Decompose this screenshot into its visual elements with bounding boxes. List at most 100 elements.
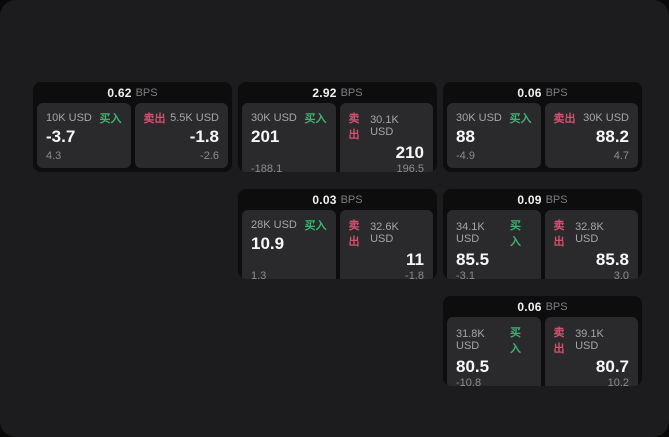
bps-unit-label: BPS [545, 300, 568, 313]
bps-value: 0.62 [107, 85, 132, 100]
buy-quote-tile[interactable]: 30K USD 买入 201 -188.1 [242, 103, 336, 172]
sell-tag: 卖出 [348, 220, 360, 248]
sell-quote-tile[interactable]: 卖出 5.5K USD -1.8 -2.6 [134, 103, 228, 168]
buy-quote-tile[interactable]: 10K USD 买入 -3.7 4.3 [37, 103, 131, 168]
buy-price: 80.5 [456, 357, 490, 376]
quote-card: 0.62 BPS 10K USD 买入 -3.7 4.3 卖出 5.5K USD [33, 82, 232, 172]
sell-tag: 卖出 [553, 327, 565, 355]
sell-tag: 卖出 [143, 113, 166, 125]
bps-header: 0.62 BPS [33, 82, 232, 103]
buy-top-row: 34.1K USD 买入 [456, 217, 532, 249]
bps-unit-label: BPS [545, 86, 568, 99]
buy-delta: -188.1 [251, 162, 283, 172]
sell-top-row: 卖出 32.6K USD [349, 217, 425, 249]
buy-top-row: 31.8K USD 买入 [456, 324, 532, 356]
buy-amount: 31.8K USD [456, 328, 485, 352]
bps-unit-label: BPS [340, 193, 363, 206]
buy-tag: 买入 [304, 113, 327, 125]
bps-header: 0.09 BPS [443, 189, 642, 210]
quote-body: 34.1K USD 买入 85.5 -3.1 卖出 32.8K USD 85.8… [443, 210, 642, 279]
buy-tag: 买入 [509, 327, 521, 355]
sell-price: 88.2 [595, 127, 629, 146]
buy-top-row: 30K USD 买入 [456, 110, 532, 126]
sell-quote-tile[interactable]: 卖出 39.1K USD 80.7 10.2 [544, 317, 638, 386]
bps-value: 2.92 [312, 85, 337, 100]
sell-quote-tile[interactable]: 卖出 30K USD 88.2 4.7 [544, 103, 638, 168]
buy-amount: 28K USD [251, 219, 297, 231]
sell-tag: 卖出 [553, 113, 576, 125]
buy-delta: -10.8 [456, 376, 482, 386]
buy-delta: 1.3 [251, 269, 267, 279]
sell-delta: 10.2 [607, 376, 629, 386]
buy-quote-tile[interactable]: 28K USD 买入 10.9 1.3 [242, 210, 336, 279]
quote-body: 28K USD 买入 10.9 1.3 卖出 32.6K USD 11 -1.8 [238, 210, 437, 279]
sell-amount: 30K USD [583, 112, 629, 124]
quote-card: 0.09 BPS 34.1K USD 买入 85.5 -3.1 卖出 32.8K… [443, 189, 642, 279]
sell-price: 80.7 [595, 357, 629, 376]
buy-price: 88 [456, 127, 475, 146]
sell-price: 210 [395, 143, 424, 162]
sell-amount: 30.1K USD [370, 114, 399, 138]
sell-top-row: 卖出 5.5K USD [144, 110, 220, 126]
buy-price: 10.9 [251, 234, 285, 253]
sell-tag: 卖出 [348, 113, 360, 141]
buy-amount: 10K USD [46, 112, 92, 124]
buy-delta: 4.3 [46, 150, 62, 162]
buy-tag: 买入 [509, 220, 521, 248]
buy-delta: -4.9 [456, 150, 475, 162]
bps-header: 0.06 BPS [443, 82, 642, 103]
bps-unit-label: BPS [135, 86, 158, 99]
quote-card: 2.92 BPS 30K USD 买入 201 -188.1 卖出 30.1K … [238, 82, 437, 172]
bps-value: 0.06 [517, 299, 542, 314]
sell-quote-tile[interactable]: 卖出 32.6K USD 11 -1.8 [339, 210, 433, 279]
quote-card: 0.06 BPS 31.8K USD 买入 80.5 -10.8 卖出 39.1… [443, 296, 642, 386]
buy-quote-tile[interactable]: 31.8K USD 买入 80.5 -10.8 [447, 317, 541, 386]
sell-top-row: 卖出 39.1K USD [554, 324, 630, 356]
sell-delta: -2.6 [200, 150, 219, 162]
bps-unit-label: BPS [545, 193, 568, 206]
buy-quote-tile[interactable]: 30K USD 买入 88 -4.9 [447, 103, 541, 168]
sell-top-row: 卖出 30.1K USD [349, 110, 425, 142]
buy-delta: -3.1 [456, 269, 475, 279]
buy-amount: 34.1K USD [456, 221, 485, 245]
quote-card: 0.03 BPS 28K USD 买入 10.9 1.3 卖出 32.6K US… [238, 189, 437, 279]
buy-top-row: 30K USD 买入 [251, 110, 327, 126]
sell-delta: -1.8 [405, 269, 424, 279]
buy-amount: 30K USD [456, 112, 502, 124]
sell-delta: 3.0 [613, 269, 629, 279]
buy-amount: 30K USD [251, 112, 297, 124]
sell-delta: 4.7 [613, 150, 629, 162]
bps-value: 0.06 [517, 85, 542, 100]
buy-tag: 买入 [99, 113, 122, 125]
sell-quote-tile[interactable]: 卖出 30.1K USD 210 196.5 [339, 103, 433, 172]
buy-top-row: 10K USD 买入 [46, 110, 122, 126]
bps-value: 0.09 [517, 192, 542, 207]
sell-price: 85.8 [595, 250, 629, 269]
buy-top-row: 28K USD 买入 [251, 217, 327, 233]
sell-amount: 5.5K USD [170, 112, 219, 124]
sell-delta: 196.5 [396, 162, 424, 172]
bps-header: 0.06 BPS [443, 296, 642, 317]
sell-price: -1.8 [189, 127, 219, 146]
bps-value: 0.03 [312, 192, 337, 207]
quote-cards-grid: 0.62 BPS 10K USD 买入 -3.7 4.3 卖出 5.5K USD [33, 82, 642, 386]
sell-quote-tile[interactable]: 卖出 32.8K USD 85.8 3.0 [544, 210, 638, 279]
quote-body: 30K USD 买入 201 -188.1 卖出 30.1K USD 210 1… [238, 103, 437, 172]
buy-tag: 买入 [509, 113, 532, 125]
sell-top-row: 卖出 32.8K USD [554, 217, 630, 249]
quote-body: 31.8K USD 买入 80.5 -10.8 卖出 39.1K USD 80.… [443, 317, 642, 386]
buy-price: 201 [251, 127, 280, 146]
buy-price: 85.5 [456, 250, 490, 269]
buy-tag: 买入 [304, 220, 327, 232]
sell-amount: 32.6K USD [370, 221, 399, 245]
buy-price: -3.7 [46, 127, 76, 146]
sell-top-row: 卖出 30K USD [554, 110, 630, 126]
quote-card: 0.06 BPS 30K USD 买入 88 -4.9 卖出 30K USD [443, 82, 642, 172]
sell-price: 11 [406, 250, 424, 269]
buy-quote-tile[interactable]: 34.1K USD 买入 85.5 -3.1 [447, 210, 541, 279]
quote-body: 30K USD 买入 88 -4.9 卖出 30K USD 88.2 4.7 [443, 103, 642, 172]
bps-header: 2.92 BPS [238, 82, 437, 103]
sell-tag: 卖出 [553, 220, 565, 248]
sell-amount: 32.8K USD [575, 221, 604, 245]
